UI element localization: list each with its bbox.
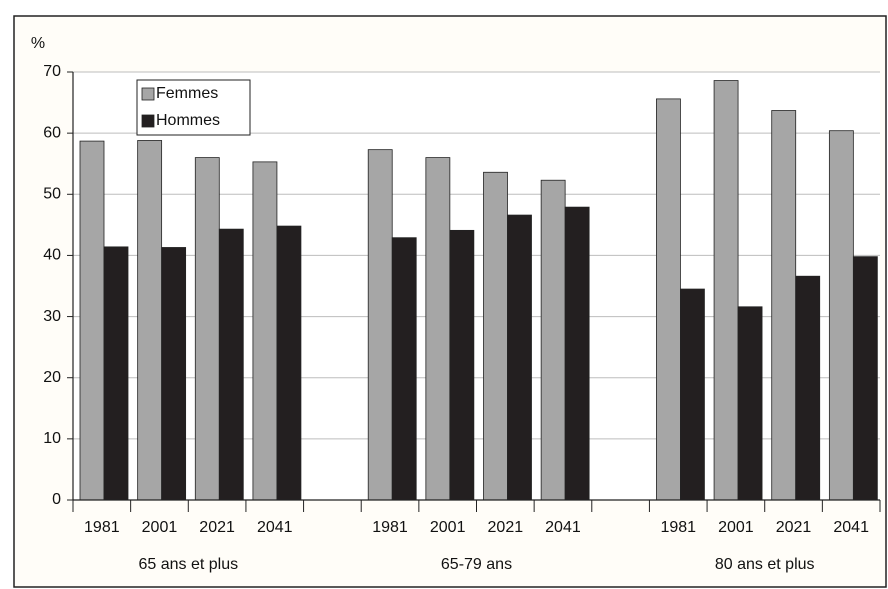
bar — [540, 179, 566, 501]
legend-swatch — [141, 87, 155, 101]
x-tick-label: 2041 — [545, 519, 581, 536]
bar — [79, 140, 105, 501]
y-tick-label: 20 — [43, 369, 61, 386]
x-tick-label: 2021 — [776, 519, 812, 536]
group-label: 80 ans et plus — [715, 556, 815, 573]
x-tick-label: 2001 — [718, 519, 754, 536]
bar — [795, 275, 821, 501]
y-tick-label: 30 — [43, 308, 61, 325]
y-tick-label: 70 — [43, 63, 61, 80]
legend-label: Hommes — [156, 112, 220, 129]
legend-swatch — [141, 114, 155, 128]
bar — [103, 246, 129, 501]
bar — [367, 149, 393, 501]
bar — [391, 237, 417, 501]
x-tick-label: 2001 — [142, 519, 178, 536]
bar — [507, 214, 532, 501]
bar — [828, 130, 854, 501]
bar — [713, 80, 739, 501]
bar — [425, 157, 451, 501]
bar — [564, 206, 590, 501]
x-tick-label: 1981 — [84, 519, 120, 536]
legend-label: Femmes — [156, 85, 218, 102]
bar — [771, 110, 797, 501]
group-label: 65-79 ans — [441, 556, 512, 573]
bar — [852, 256, 878, 501]
y-tick-label: 10 — [43, 430, 61, 447]
group-label: 65 ans et plus — [138, 556, 238, 573]
x-tick-label: 2021 — [488, 519, 524, 536]
y-axis-label: % — [31, 35, 45, 52]
bar — [680, 288, 705, 501]
bar — [161, 247, 187, 501]
x-tick-label: 1981 — [372, 519, 408, 536]
bar — [483, 171, 508, 501]
bar — [137, 140, 163, 501]
bar — [194, 157, 220, 501]
bar — [449, 229, 475, 501]
x-tick-label: 2041 — [257, 519, 293, 536]
bar — [737, 306, 763, 501]
bar — [276, 225, 302, 501]
bar — [218, 228, 244, 501]
bar — [656, 98, 681, 501]
legend-box — [136, 79, 251, 136]
x-tick-label: 1981 — [660, 519, 696, 536]
y-tick-label: 60 — [43, 124, 61, 141]
x-tick-label: 2001 — [430, 519, 466, 536]
y-tick-label: 0 — [52, 491, 61, 508]
y-tick-label: 40 — [43, 247, 61, 264]
bar — [252, 161, 278, 501]
x-tick-label: 2041 — [833, 519, 869, 536]
y-tick-label: 50 — [43, 186, 61, 203]
x-tick-label: 2021 — [199, 519, 235, 536]
